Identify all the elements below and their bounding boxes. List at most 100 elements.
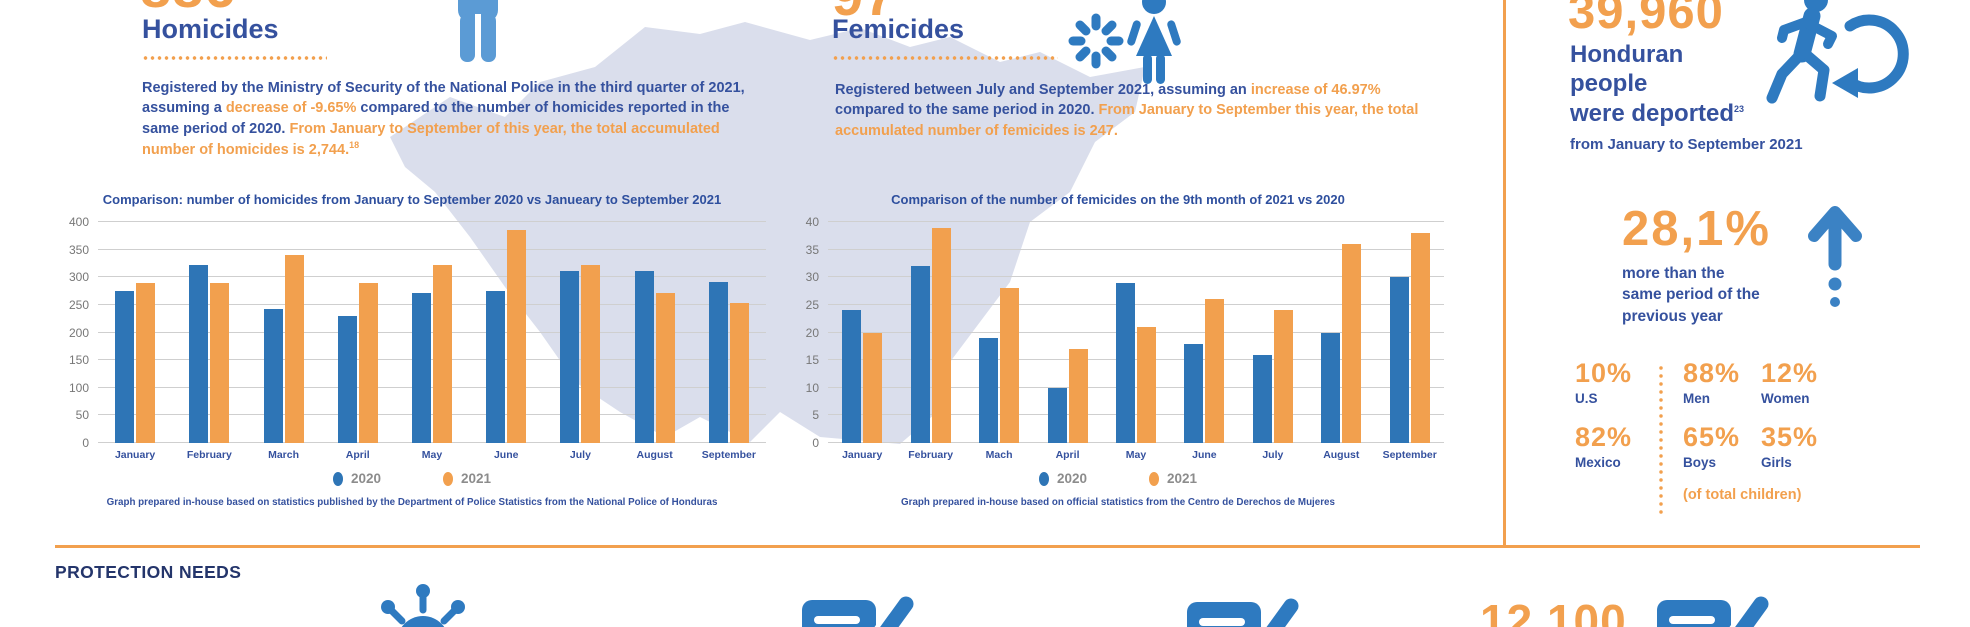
legend-label-2020: 2020	[350, 471, 381, 486]
deported-count: 39,960	[1568, 0, 1724, 39]
femicides-dotted-rule	[832, 56, 1058, 60]
y-tick-150: 150	[68, 353, 89, 368]
homicides-footnote-ref: 18	[349, 139, 360, 150]
gridline-200	[98, 331, 766, 333]
homicides-description: Registered by the Ministry of Security o…	[142, 78, 767, 160]
y-tick-400: 400	[68, 215, 89, 229]
bar-group-April	[321, 222, 395, 443]
bar-2021-May	[432, 265, 452, 443]
x-label-July: July	[1262, 449, 1284, 461]
bar-group-August	[618, 222, 692, 443]
covid-virus-icon	[381, 584, 465, 627]
bar-group-July	[1239, 222, 1307, 443]
gridline-400	[98, 221, 766, 222]
y-tick-50: 50	[75, 408, 89, 423]
x-label-May: May	[1125, 449, 1147, 461]
femicides-description: Registered between July and September 20…	[835, 80, 1420, 141]
femicide-burst-woman-icon	[1068, 0, 1181, 84]
gridline-5	[828, 414, 1444, 416]
person-icon	[458, 0, 498, 62]
y-tick-5: 5	[812, 408, 819, 423]
document-edit-icon	[1657, 592, 1773, 627]
x-label-June: June	[1192, 449, 1217, 461]
bar-2020-March	[263, 309, 283, 443]
femicides-heading: Femicides	[832, 14, 965, 44]
x-label-March: March	[268, 449, 300, 461]
femicides-chart: Comparison of the number of femicides on…	[792, 192, 1444, 508]
homicides-chart-x-axis: January February March April May June July Augu…	[98, 449, 766, 461]
y-tick-350: 350	[68, 242, 89, 257]
bar-2020-June	[486, 290, 506, 443]
femicides-chart-x-axis: January February Mach April May June July Augus…	[828, 449, 1444, 461]
x-label-September: September	[701, 449, 756, 461]
deported-subtitle: from January to September 2021	[1570, 136, 1803, 153]
x-label-Mach: Mach	[985, 449, 1013, 461]
bar-2020-July	[1252, 354, 1272, 443]
y-tick-25: 25	[805, 297, 819, 312]
homicides-chart-y-axis: 400 350 300 250 200 150 100 50 0	[58, 215, 98, 450]
x-label-January: January	[114, 449, 156, 461]
gridline-20	[828, 331, 1444, 333]
homicides-dotted-rule	[142, 56, 327, 60]
y-tick-40: 40	[805, 215, 819, 229]
x-label-May: May	[421, 449, 443, 461]
legend-dot-2020	[1038, 471, 1049, 486]
protection-partial-count: 12,100	[1480, 595, 1627, 627]
x-label-February: February	[908, 449, 954, 461]
deported-heading: Honduran people were deported23	[1570, 40, 1744, 128]
homicides-count: 886	[140, 0, 236, 16]
bar-group-September	[1376, 222, 1444, 443]
homicides-chart: Comparison: number of homicides from Jan…	[58, 192, 766, 508]
deported-running-person-icon	[1766, 0, 1909, 104]
femicides-chart-y-axis: 40 35 30 25 20 15 10 5 0	[792, 215, 828, 450]
bar-2021-July	[581, 265, 601, 443]
bar-group-May	[395, 222, 469, 443]
bar-2020-September	[708, 282, 728, 443]
bar-2020-April	[1047, 387, 1067, 443]
bar-2021-August	[1342, 244, 1362, 443]
y-tick-250: 250	[68, 297, 89, 312]
homicides-chart-source: Graph prepared in-house based on statist…	[106, 497, 718, 508]
x-label-April: April	[1055, 449, 1080, 461]
stat-boys: 65% Boys	[1683, 421, 1741, 470]
bar-2021-July	[1273, 310, 1293, 443]
legend-label-2021: 2021	[1167, 471, 1198, 486]
protection-needs-heading: PROTECTION NEEDS	[55, 562, 242, 582]
bar-2021-June	[1205, 299, 1225, 443]
bar-2020-January	[842, 310, 862, 443]
y-tick-20: 20	[805, 325, 819, 340]
femicides-desc-part1: Registered between July and September 20…	[835, 82, 1251, 98]
y-tick-100: 100	[68, 380, 89, 395]
legend-dot-2020	[332, 471, 343, 486]
x-label-January: January	[842, 449, 883, 461]
x-label-June: June	[493, 449, 519, 461]
y-tick-10: 10	[805, 380, 819, 395]
legend-dot-2021	[1149, 471, 1159, 486]
femicides-chart-plot	[828, 221, 1444, 443]
stats-dotted-divider	[1659, 364, 1663, 516]
deported-stats: 10% U.S 88% Men 12% Women 82% Mexico 65% Boys…	[1575, 360, 1945, 516]
increase-up-arrow-icon	[1808, 206, 1862, 307]
y-tick-30: 30	[805, 270, 819, 285]
vertical-divider	[1503, 0, 1506, 546]
deported-line2: people	[1570, 70, 1648, 98]
bar-group-April	[1033, 222, 1101, 443]
x-label-August: August	[1323, 449, 1360, 461]
gridline-100	[98, 386, 766, 388]
gridline-150	[98, 359, 766, 361]
bar-group-June	[469, 222, 543, 443]
gridline-40	[828, 221, 1444, 222]
deported-increase-pct: 28,1%	[1622, 202, 1771, 256]
homicides-chart-legend: 2020 2021	[58, 471, 766, 486]
x-label-August: August	[636, 449, 673, 461]
legend-label-2021: 2021	[461, 471, 492, 486]
y-tick-15: 15	[805, 353, 819, 368]
bar-2020-May	[411, 293, 431, 443]
bar-group-January	[98, 222, 172, 443]
deported-footnote-ref: 23	[1734, 103, 1745, 114]
gridline-10	[828, 386, 1444, 388]
y-tick-35: 35	[805, 242, 819, 257]
bar-2020-August	[1321, 332, 1341, 443]
gridline-35	[828, 248, 1444, 250]
bar-group-February	[896, 222, 964, 443]
